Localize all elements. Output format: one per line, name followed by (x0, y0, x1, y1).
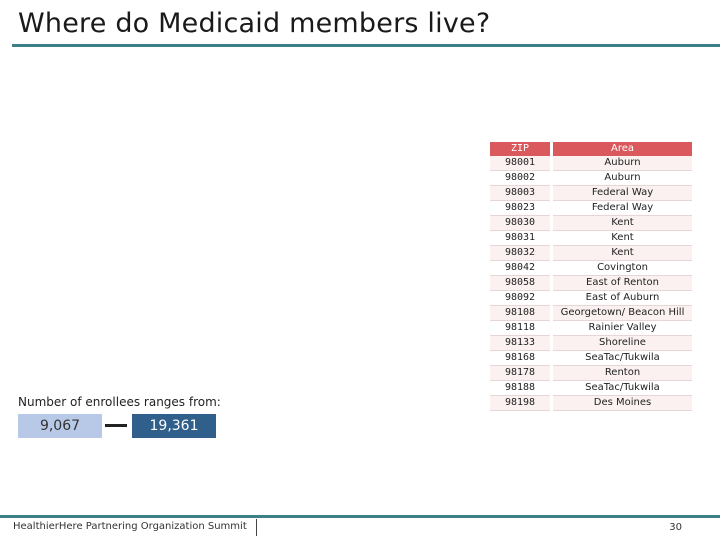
zip-cell: 98030 (490, 215, 550, 231)
area-cell: Rainier Valley (553, 320, 692, 336)
table-row: 98023 Federal Way (490, 200, 692, 216)
table-row: 98001 Auburn (490, 156, 692, 171)
area-cell: Auburn (553, 156, 692, 171)
table-row: 98133 Shoreline (490, 335, 692, 351)
table-body: 98001 Auburn 98002 Auburn 98003 Federal Way 98… (490, 156, 692, 411)
column-gap (550, 215, 553, 231)
area-cell: SeaTac/Tukwila (553, 380, 692, 396)
column-gap (550, 200, 553, 216)
area-cell: Auburn (553, 170, 692, 186)
table-row: 98188 SeaTac/Tukwila (490, 380, 692, 396)
table-row: 98092 East of Auburn (490, 290, 692, 306)
column-gap (550, 156, 553, 171)
title-divider (12, 44, 720, 47)
table-row: 98032 Kent (490, 245, 692, 261)
zip-cell: 98092 (490, 290, 550, 306)
column-gap (550, 290, 553, 306)
column-gap (550, 275, 553, 291)
column-gap (550, 245, 553, 261)
area-cell: Federal Way (553, 185, 692, 201)
range-max-value: 19,361 (132, 414, 216, 438)
zip-area-table: ZIP Area 98001 Auburn 98002 Auburn 98003 Fede… (490, 142, 692, 411)
column-gap (550, 170, 553, 186)
zip-cell: 98031 (490, 230, 550, 246)
zip-cell: 98002 (490, 170, 550, 186)
column-gap (550, 335, 553, 351)
range-label: Number of enrollees ranges from: (18, 395, 221, 409)
table-row: 98031 Kent (490, 230, 692, 246)
table-row: 98118 Rainier Valley (490, 320, 692, 336)
table-row: 98042 Covington (490, 260, 692, 276)
slide-title: Where do Medicaid members live? (18, 8, 491, 39)
zip-cell: 98032 (490, 245, 550, 261)
zip-cell: 98023 (490, 200, 550, 216)
zip-cell: 98058 (490, 275, 550, 291)
footer-organization: HealthierHere Partnering Organization Su… (13, 521, 247, 532)
table-row: 98003 Federal Way (490, 185, 692, 201)
zip-cell: 98042 (490, 260, 550, 276)
footer-divider (0, 515, 720, 518)
zip-cell: 98003 (490, 185, 550, 201)
column-gap (550, 260, 553, 276)
column-gap (550, 365, 553, 381)
area-cell: East of Renton (553, 275, 692, 291)
table-row: 98178 Renton (490, 365, 692, 381)
column-gap (550, 142, 553, 156)
table-row: 98058 East of Renton (490, 275, 692, 291)
zip-cell: 98133 (490, 335, 550, 351)
zip-cell: 98001 (490, 156, 550, 171)
area-cell: East of Auburn (553, 290, 692, 306)
table-row: 98030 Kent (490, 215, 692, 231)
column-gap (550, 185, 553, 201)
zip-cell: 98188 (490, 380, 550, 396)
area-cell: Federal Way (553, 200, 692, 216)
table-header-row: ZIP Area (490, 142, 692, 156)
area-column-header: Area (553, 142, 692, 156)
zip-cell: 98118 (490, 320, 550, 336)
column-gap (550, 230, 553, 246)
range-dash (105, 424, 127, 427)
footer-separator (256, 519, 257, 536)
zip-cell: 98168 (490, 350, 550, 366)
zip-cell: 98178 (490, 365, 550, 381)
page-number: 30 (669, 522, 682, 533)
area-cell: Shoreline (553, 335, 692, 351)
zip-cell: 98198 (490, 395, 550, 411)
table-row: 98198 Des Moines (490, 395, 692, 411)
area-cell: Kent (553, 245, 692, 261)
area-cell: Georgetown/ Beacon Hill (553, 305, 692, 321)
column-gap (550, 380, 553, 396)
range-min-value: 9,067 (18, 414, 102, 438)
area-cell: Kent (553, 230, 692, 246)
column-gap (550, 320, 553, 336)
area-cell: Des Moines (553, 395, 692, 411)
area-cell: Renton (553, 365, 692, 381)
area-cell: SeaTac/Tukwila (553, 350, 692, 366)
column-gap (550, 305, 553, 321)
zip-column-header: ZIP (490, 142, 550, 156)
column-gap (550, 395, 553, 411)
area-cell: Kent (553, 215, 692, 231)
table-row: 98168 SeaTac/Tukwila (490, 350, 692, 366)
table-row: 98002 Auburn (490, 170, 692, 186)
zip-cell: 98108 (490, 305, 550, 321)
area-cell: Covington (553, 260, 692, 276)
table-row: 98108 Georgetown/ Beacon Hill (490, 305, 692, 321)
column-gap (550, 350, 553, 366)
